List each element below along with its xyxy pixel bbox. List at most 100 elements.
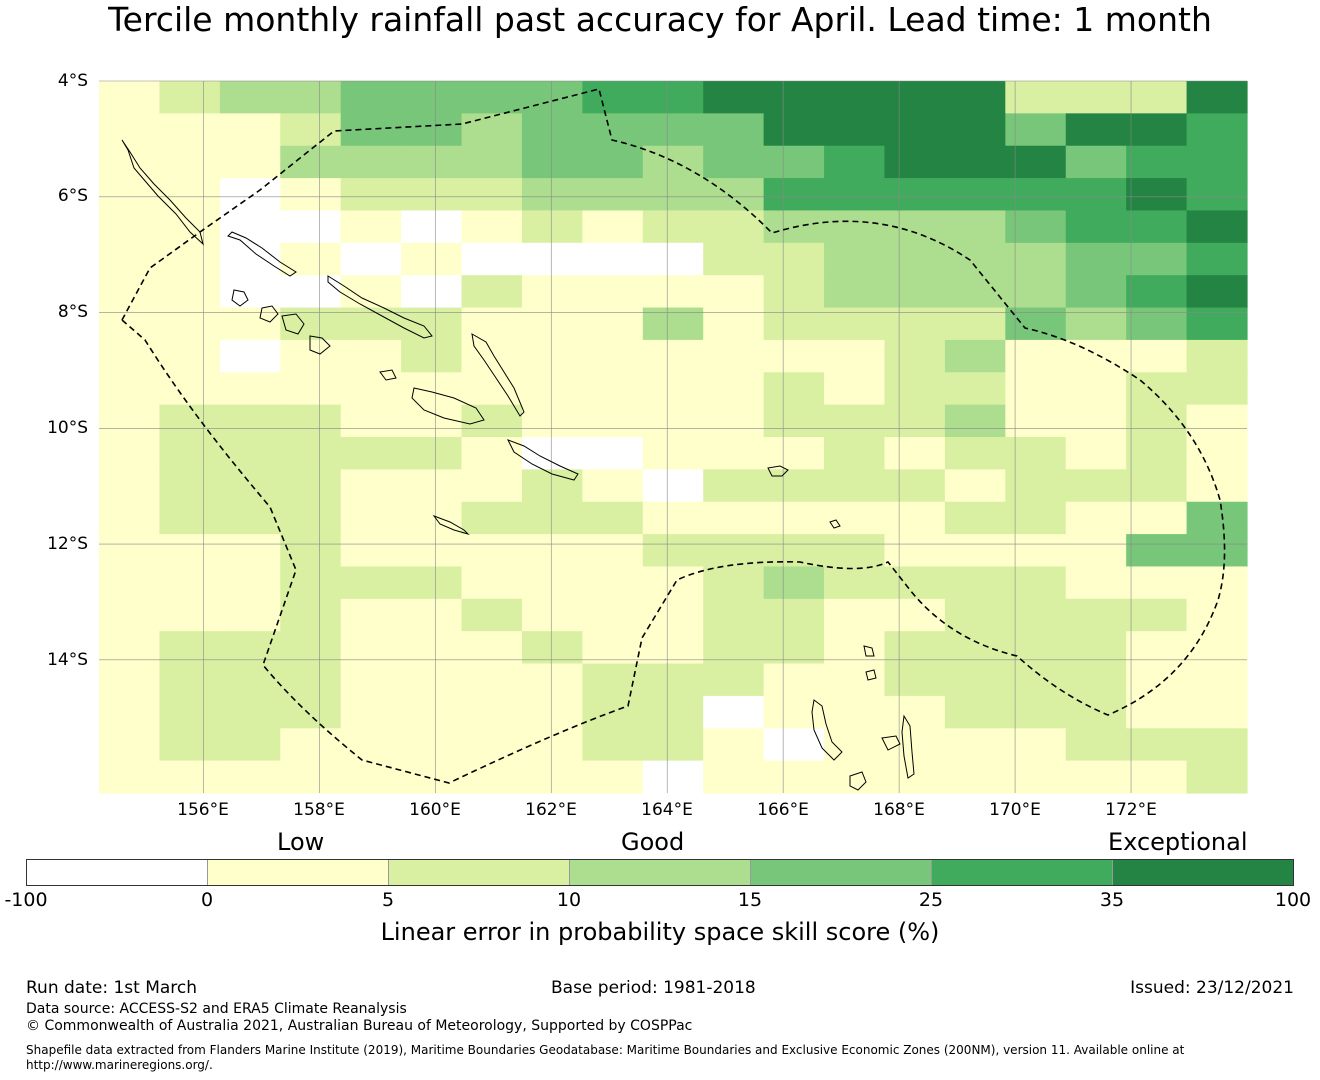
grid-cell-r7-c4 [340,307,402,341]
grid-cell-r5-c14 [944,242,1006,276]
grid-cell-r4-c7 [521,210,583,244]
grid-cell-r12-c9 [642,469,704,503]
grid-cell-r19-c4 [340,695,402,729]
grid-cell-r16-c12 [824,598,886,632]
grid-cell-r19-c12 [824,695,886,729]
coastline-islet-c [379,369,397,381]
grid-cell-r18-c18 [1186,663,1248,697]
colorbar-segment-15-25 [751,860,932,885]
grid-cell-r16-c9 [642,598,704,632]
coastline-banks [863,645,875,657]
grid-cell-r2-c1 [159,145,221,179]
grid-cell-r6-c13 [884,275,946,309]
grid-cell-r3-c2 [219,178,281,212]
grid-cell-r14-c0 [99,534,161,568]
category-label-low: Low [277,828,325,856]
grid-cell-r3-c8 [582,178,644,212]
lon-label-164e: 164°E [641,800,693,820]
grid-cell-r15-c17 [1126,566,1188,600]
grid-cell-r3-c16 [1065,178,1127,212]
grid-cell-r14-c3 [280,534,342,568]
grid-cell-r18-c4 [340,663,402,697]
grid-cell-r9-c18 [1186,372,1248,406]
grid-cell-r17-c0 [99,631,161,665]
grid-cell-r15-c2 [219,566,281,600]
grid-cell-r17-c9 [642,631,704,665]
grid-cell-r1-c7 [521,113,583,147]
grid-cell-r21-c3 [280,760,342,794]
grid-cell-r19-c10 [703,695,765,729]
grid-cell-r1-c16 [1065,113,1127,147]
grid-cell-r17-c13 [884,631,946,665]
grid-cell-r20-c10 [703,728,765,762]
grid-cell-r7-c1 [159,307,221,341]
grid-cell-r18-c2 [219,663,281,697]
grid-cell-r0-c18 [1186,81,1248,114]
grid-cell-r11-c12 [824,437,886,470]
grid-cell-r14-c8 [582,534,644,568]
colorbar-tick-25: 25 [918,889,944,911]
grid-cell-r8-c2 [219,339,281,373]
grid-cell-r16-c17 [1126,598,1188,632]
grid-cell-r19-c14 [944,695,1006,729]
grid-cell-r21-c14 [944,760,1006,794]
grid-cell-r2-c8 [582,145,644,179]
grid-cell-r6-c15 [1005,275,1067,309]
grid-cell-r12-c18 [1186,469,1248,503]
grid-cell-r11-c6 [461,437,523,470]
grid-cell-r8-c3 [280,339,342,373]
grid-cell-r19-c15 [1005,695,1067,729]
grid-cell-r11-c7 [521,437,583,470]
colorbar-title: Linear error in probability space skill … [380,918,940,946]
grid-cell-r10-c9 [642,404,704,438]
grid-cell-r5-c2 [219,242,281,276]
grid-cell-r0-c14 [944,81,1006,114]
grid-cell-r16-c2 [219,598,281,632]
grid-cell-r9-c16 [1065,372,1127,406]
grid-cell-r8-c16 [1065,339,1127,373]
grid-cell-r11-c17 [1126,437,1188,470]
grid-cell-r2-c16 [1065,145,1127,179]
grid-cell-r9-c10 [703,372,765,406]
coastline-new-georgia-4 [309,335,331,355]
grid-cell-r7-c10 [703,307,765,341]
grid-cell-r2-c15 [1005,145,1067,179]
grid-cell-r4-c8 [582,210,644,244]
grid-cell-r16-c10 [703,598,765,632]
grid-cell-r5-c1 [159,242,221,276]
grid-cell-r13-c10 [703,501,765,535]
lon-label-166e: 166°E [757,800,809,820]
grid-cell-r21-c6 [461,760,523,794]
grid-cell-r19-c1 [159,695,221,729]
grid-cell-r17-c7 [521,631,583,665]
grid-cell-r15-c10 [703,566,765,600]
grid-cell-r12-c11 [763,469,825,503]
grid-cell-r11-c13 [884,437,946,470]
colorbar-segment-10-15 [570,860,751,885]
grid-cell-r10-c10 [703,404,765,438]
grid-cell-r11-c8 [582,437,644,470]
chart-title: Tercile monthly rainfall past accuracy f… [108,0,1212,39]
grid-cell-r6-c12 [824,275,886,309]
grid-cell-r12-c1 [159,469,221,503]
grid-cell-r12-c3 [280,469,342,503]
grid-cell-r19-c2 [219,695,281,729]
grid-cell-r11-c4 [340,437,402,470]
grid-cell-r4-c14 [944,210,1006,244]
grid-cell-r12-c10 [703,469,765,503]
grid-cell-r0-c4 [340,81,402,114]
coastline-espiritu-santo [811,699,843,761]
grid-cell-r10-c8 [582,404,644,438]
grid-cell-r3-c9 [642,178,704,212]
grid-cell-r20-c3 [280,728,342,762]
grid-cell-r15-c0 [99,566,161,600]
grid-cell-r12-c13 [884,469,946,503]
grid-cell-r16-c3 [280,598,342,632]
grid-cell-r21-c15 [1005,760,1067,794]
grid-cell-r13-c7 [521,501,583,535]
grid-cell-r19-c3 [280,695,342,729]
grid-cell-r1-c1 [159,113,221,147]
grid-cell-r15-c18 [1186,566,1248,600]
grid-cell-r6-c3 [280,275,342,309]
grid-cell-r20-c4 [340,728,402,762]
